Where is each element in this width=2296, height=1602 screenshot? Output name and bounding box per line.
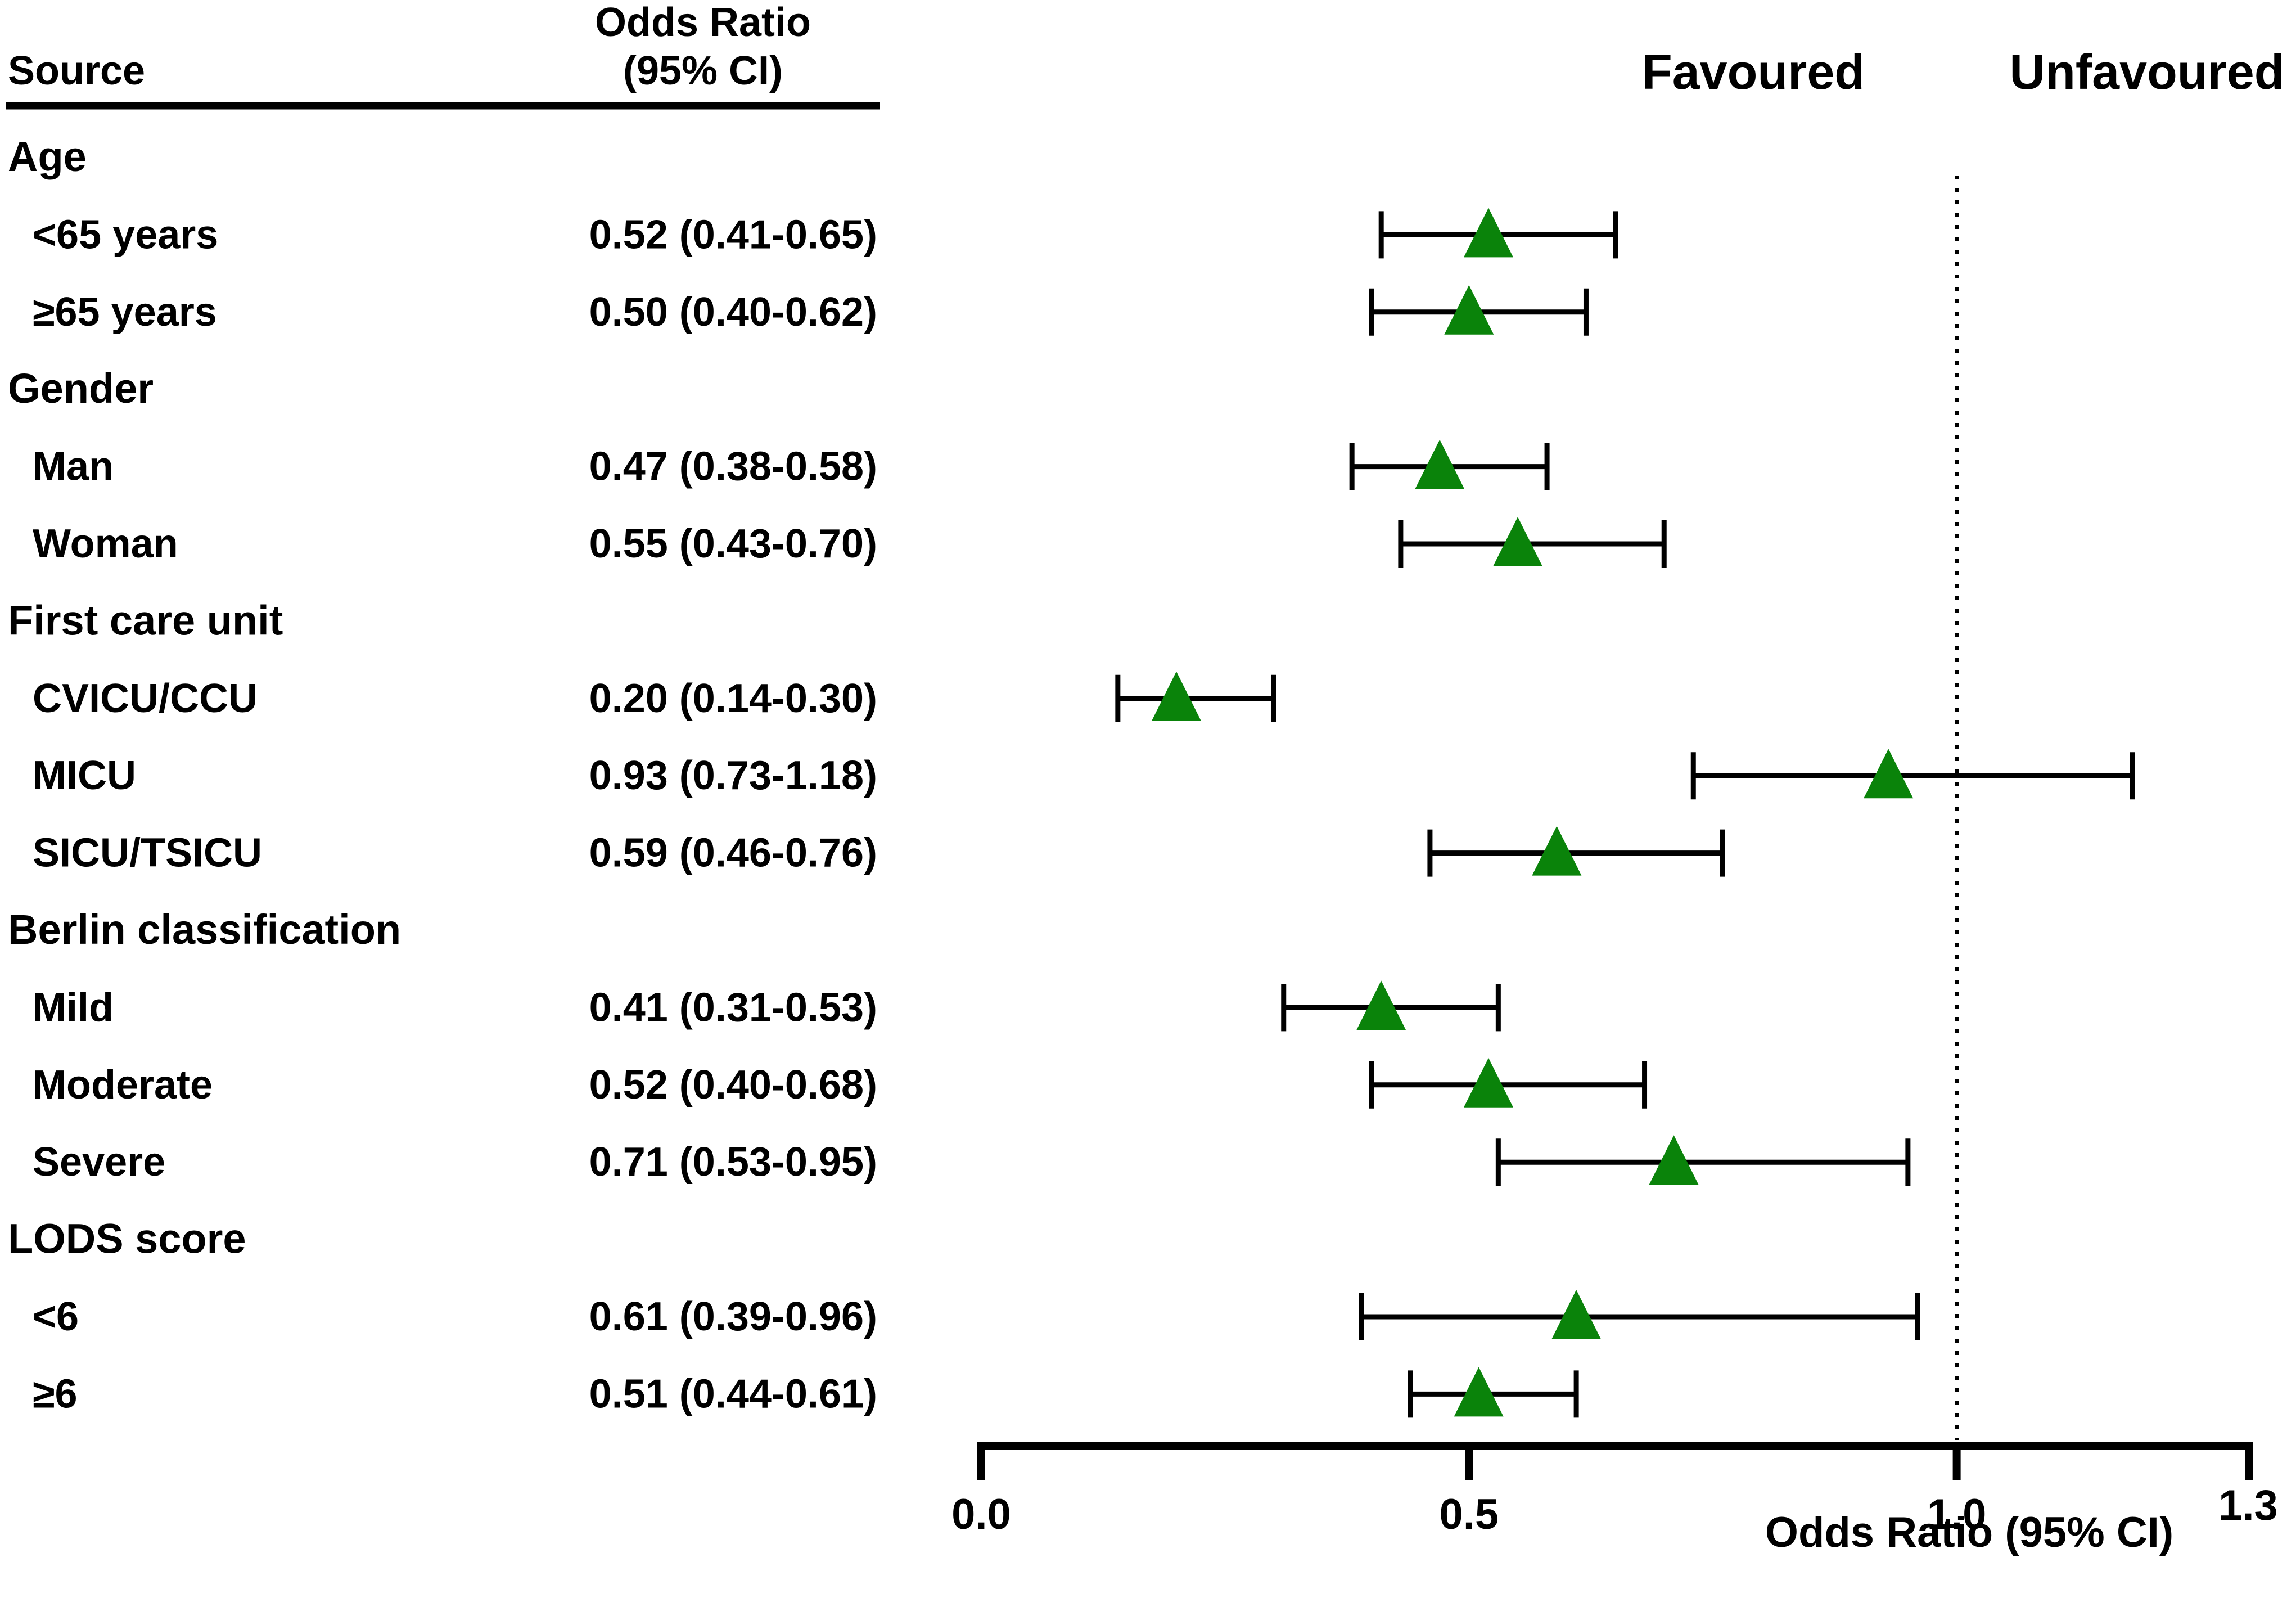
ci-bar — [1690, 752, 2135, 800]
odds-ratio-marker — [1464, 208, 1513, 258]
row-label: ≥6 — [33, 1371, 78, 1416]
header-ci: (95% CI) — [623, 48, 783, 93]
row-label: Moderate — [33, 1063, 213, 1108]
odds-ratio-marker — [1444, 285, 1494, 335]
header-source: Source — [8, 48, 145, 93]
row-label: SICU/TSICU — [33, 831, 262, 876]
unfavoured-label: Unfavoured — [2010, 44, 2285, 100]
row-label: ≥65 years — [33, 290, 217, 335]
odds-ratio-marker — [1532, 826, 1582, 876]
odds-ratio-marker — [1493, 517, 1543, 566]
group-label: Berlin classification — [8, 906, 401, 953]
odds-ratio-marker — [1864, 749, 1914, 799]
row-label: Mild — [33, 985, 114, 1030]
row-label: <6 — [33, 1294, 79, 1339]
row-label: <65 years — [33, 212, 218, 257]
row-or-text: 0.55 (0.43-0.70) — [589, 521, 877, 566]
row-or-text: 0.59 (0.46-0.76) — [589, 831, 877, 876]
odds-ratio-marker — [1356, 980, 1406, 1030]
ci-bar — [1359, 1293, 1920, 1340]
x-tick-label: 1.3 — [2218, 1482, 2278, 1529]
row-label: Woman — [33, 521, 178, 566]
row-or-text: 0.93 (0.73-1.18) — [589, 753, 877, 798]
ci-bar — [1427, 829, 1725, 877]
ci-bar — [1369, 1061, 1648, 1109]
header-odds-ratio: Odds Ratio — [595, 0, 811, 45]
row-or-text: 0.47 (0.38-0.58) — [589, 444, 877, 489]
row-or-text: 0.52 (0.40-0.68) — [589, 1063, 877, 1108]
x-tick-label: 0.5 — [1439, 1491, 1499, 1538]
row-or-text: 0.61 (0.39-0.96) — [589, 1294, 877, 1339]
ci-bar — [1408, 1370, 1579, 1418]
ci-bar — [1115, 674, 1276, 722]
odds-ratio-marker — [1464, 1058, 1513, 1108]
ci-bar — [1495, 1138, 1911, 1186]
group-label: LODS score — [8, 1216, 246, 1262]
x-axis: 0.0 0.5 1.0 1.3 — [951, 1442, 2278, 1538]
ci-bar — [1398, 520, 1667, 568]
x-tick-label: 1.0 — [1927, 1491, 1987, 1538]
row-label: Severe — [33, 1140, 165, 1185]
x-tick-label: 0.0 — [951, 1491, 1011, 1538]
row-or-text: 0.51 (0.44-0.61) — [589, 1371, 877, 1416]
odds-ratio-marker — [1151, 671, 1201, 721]
row-or-text: 0.20 (0.14-0.30) — [589, 676, 877, 721]
odds-ratio-marker — [1454, 1367, 1504, 1417]
odds-ratio-marker — [1415, 439, 1465, 489]
row-or-text: 0.71 (0.53-0.95) — [589, 1140, 877, 1185]
group-label: Age — [8, 133, 87, 180]
odds-ratio-marker — [1551, 1290, 1602, 1339]
group-label: Gender — [8, 365, 154, 412]
row-label: CVICU/CCU — [33, 676, 258, 721]
favoured-label: Favoured — [1642, 44, 1865, 100]
row-label: Man — [33, 444, 114, 489]
row-label: MICU — [33, 753, 136, 798]
x-axis-title: Odds Ratio (95% CI) — [1765, 1509, 2173, 1556]
group-label: First care unit — [8, 597, 283, 644]
odds-ratio-marker — [1649, 1135, 1699, 1185]
row-or-text: 0.50 (0.40-0.62) — [589, 290, 877, 335]
row-or-text: 0.52 (0.41-0.65) — [589, 212, 877, 257]
row-or-text: 0.41 (0.31-0.53) — [589, 985, 877, 1030]
